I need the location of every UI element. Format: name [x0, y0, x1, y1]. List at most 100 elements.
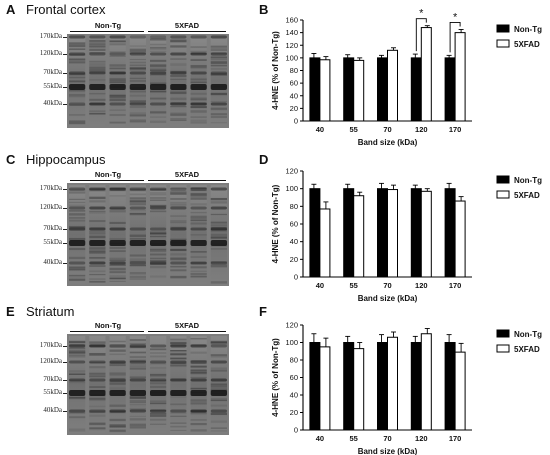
- blot-band-faint: [109, 270, 126, 273]
- blot-band-faint: [89, 43, 106, 46]
- blot-lane: [129, 185, 146, 284]
- blot-band-faint: [89, 366, 106, 369]
- blot-band-faint: [190, 194, 207, 197]
- blot-band-faint: [69, 428, 86, 430]
- blot-band-faint: [69, 396, 86, 399]
- blot-band-faint: [109, 373, 126, 377]
- legend-label-5xfad: 5XFAD: [514, 40, 540, 49]
- group-label-5xfad: 5XFAD: [174, 170, 200, 179]
- blot-band-faint: [129, 254, 146, 257]
- blot-band-faint: [109, 346, 126, 348]
- blot-band: [109, 71, 126, 75]
- blot-band-faint: [210, 369, 227, 372]
- blot-band-faint: [89, 211, 106, 214]
- blot-band-faint: [129, 187, 146, 190]
- blot-band-faint: [150, 374, 167, 376]
- blot-band: [210, 206, 227, 210]
- blot-band-faint: [170, 118, 187, 120]
- blot-band-faint: [89, 362, 106, 364]
- blot-band-faint: [170, 350, 187, 352]
- blot-band-faint: [150, 362, 167, 365]
- blot-band: [89, 206, 106, 210]
- blot-band-faint: [129, 351, 146, 354]
- legend-swatch-5xfad: [496, 190, 510, 199]
- legend-label-nontg: Non-Tg: [514, 25, 542, 34]
- blot-band-faint: [129, 114, 146, 116]
- x-axis-label: Band size (kDa): [358, 447, 418, 455]
- chart-panel-letter: D: [259, 152, 269, 167]
- mw-marker-tick: [63, 393, 68, 394]
- blot-band-faint: [170, 269, 187, 272]
- blot-band-faint: [89, 270, 106, 273]
- y-tick-label: 100: [285, 184, 298, 193]
- blot-band-faint: [109, 109, 126, 111]
- blot-band-faint: [69, 396, 86, 399]
- blot-band-faint: [170, 119, 187, 121]
- blot-band-faint: [129, 235, 146, 238]
- blot-band-faint: [109, 275, 126, 278]
- blot-band-faint: [109, 43, 126, 46]
- blot-band: [190, 360, 207, 364]
- blot-lane: [69, 185, 86, 284]
- blot-band-faint: [150, 414, 167, 417]
- x-tick-label: 70: [383, 281, 391, 290]
- y-tick-label: 20: [290, 104, 298, 113]
- blot-band-faint: [129, 119, 146, 122]
- blot-band-55kda: [109, 84, 126, 90]
- blot-band-faint: [69, 73, 86, 75]
- y-tick-label: 160: [285, 16, 298, 25]
- blot-band-faint: [170, 78, 187, 80]
- blot-panel-letter: E: [6, 304, 15, 319]
- blot-band-faint: [190, 369, 207, 372]
- blot-band-faint: [69, 354, 86, 357]
- blot-band-faint: [210, 342, 227, 344]
- blot-band-faint: [190, 188, 207, 190]
- blot-band-faint: [150, 263, 167, 265]
- blot-band-faint: [190, 193, 207, 196]
- blot-lane: [150, 185, 167, 284]
- blot-band-faint: [190, 78, 207, 81]
- blot-band-faint: [69, 120, 86, 122]
- blot-band-55kda: [190, 84, 207, 90]
- y-axis-label: 4-HNE (% of Non-Tg): [271, 338, 280, 417]
- blot-band-faint: [129, 120, 146, 123]
- blot-band-faint: [89, 374, 106, 377]
- blot-band-faint: [89, 79, 106, 81]
- blot-band-faint: [129, 368, 146, 370]
- blot-band-faint: [69, 351, 86, 354]
- blot-band-faint: [109, 247, 126, 249]
- bar-5xfad: [353, 348, 365, 431]
- blot-band-faint: [150, 59, 167, 62]
- blot-band-faint: [150, 116, 167, 118]
- blot-band-faint: [69, 204, 86, 207]
- blot-band-faint: [170, 46, 187, 48]
- mw-marker-tick: [63, 263, 68, 264]
- blot-band-faint: [210, 383, 227, 387]
- blot-band: [89, 102, 106, 106]
- blot-band-faint: [89, 196, 106, 200]
- blot-band-faint: [109, 349, 126, 352]
- blot-band-55kda: [69, 240, 86, 246]
- blot-band-faint: [150, 352, 167, 354]
- blot-band-faint: [109, 221, 126, 224]
- blot-band-faint: [109, 418, 126, 422]
- blot-band-faint: [129, 90, 146, 93]
- blot-band-faint: [69, 219, 86, 222]
- chart-panel-letter: B: [259, 2, 269, 17]
- blot-band-faint: [69, 58, 86, 61]
- blot-band-faint: [89, 52, 106, 54]
- legend-label-5xfad: 5XFAD: [514, 191, 540, 200]
- blot-band: [129, 360, 146, 364]
- x-axis-label: Band size (kDa): [358, 294, 418, 303]
- blot-band-faint: [109, 372, 126, 375]
- mw-marker-label: 170kDa: [39, 32, 62, 40]
- blot-band-faint: [170, 238, 187, 241]
- blot-band-faint: [190, 387, 207, 390]
- blot-band-faint: [150, 194, 167, 196]
- blot-band-faint: [109, 263, 126, 266]
- blot-band-faint: [190, 273, 207, 275]
- blot-band-faint: [109, 424, 126, 427]
- blot-band-faint: [210, 221, 227, 223]
- blot-band-faint: [69, 191, 86, 194]
- blot-band-faint: [109, 71, 126, 74]
